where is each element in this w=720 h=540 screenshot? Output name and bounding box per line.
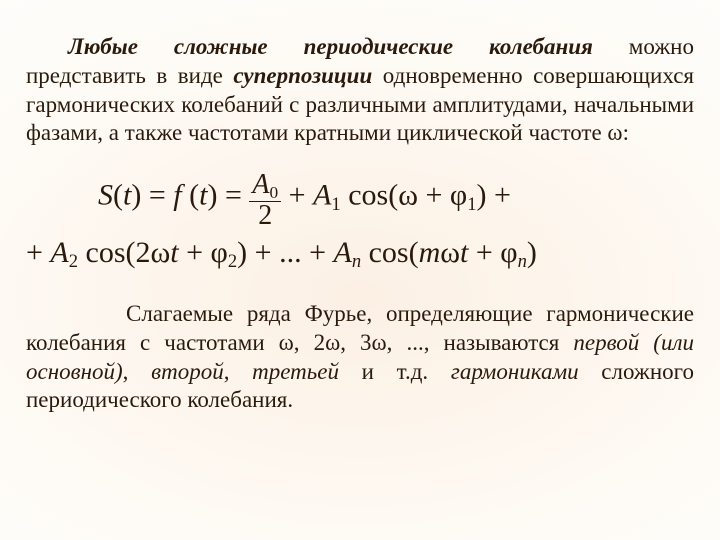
- p2-i4: гармониками: [451, 359, 579, 384]
- sym-t3: t: [170, 236, 178, 269]
- fraction-a0-2: A02: [249, 171, 281, 230]
- paragraph-harmonics: Слагаемые ряда Фурье, определяющие гармо…: [26, 300, 694, 415]
- sub-An: n: [352, 251, 361, 272]
- sym-f: f: [173, 179, 181, 212]
- sub-A1: 1: [331, 194, 340, 215]
- sym-rpar-end: ): [527, 236, 537, 269]
- frac-A: A: [252, 169, 269, 200]
- fourier-formula: S(t) = f (t) = A02 + A1 cos(ω + φ1) + + …: [26, 171, 694, 277]
- sym-phin-a: + φ: [468, 236, 517, 269]
- sub-A2: 2: [69, 251, 78, 272]
- frac-sub0: 0: [269, 183, 278, 202]
- paragraph-intro: Любые сложные периодические колебания мо…: [26, 33, 694, 148]
- sym-cos2a: cos(2ω: [78, 236, 170, 269]
- sub-phin: n: [518, 251, 527, 272]
- sym-cos1: cos(ω + φ: [341, 179, 467, 212]
- sym-cosm-l: cos(: [361, 236, 418, 269]
- frac-den: 2: [249, 202, 281, 230]
- p2-t4: и т.д.: [339, 359, 451, 384]
- sym-An: A: [333, 236, 351, 269]
- p2-t3: ,: [224, 359, 252, 384]
- sym-omega-m: ω: [440, 236, 460, 269]
- sym-m: m: [419, 236, 441, 269]
- sym-plus-lead: +: [26, 236, 50, 269]
- lead-phrase: Любые сложные периодические колебания: [68, 34, 593, 59]
- sym-dots: ) + ... +: [237, 236, 333, 269]
- p2-i2: второй: [151, 359, 224, 384]
- sym-plus1: +: [281, 179, 313, 212]
- formula-line-2: + A2 cos(2ωt + φ2) + ... + An cos(mωt + …: [26, 230, 694, 277]
- sym-eq2: ) =: [207, 179, 249, 212]
- sym-S: S: [98, 179, 113, 212]
- sym-lpar1: (: [113, 179, 123, 212]
- sym-A2: A: [50, 236, 68, 269]
- sym-phi2a: + φ: [179, 236, 228, 269]
- sym-eq1: ) =: [131, 179, 173, 212]
- p2-i3: третьей: [252, 359, 339, 384]
- sym-rpar-plus: ) +: [476, 179, 510, 212]
- sym-A1: A: [313, 179, 331, 212]
- p2-t2: ,: [123, 359, 151, 384]
- sym-lpar2: (: [182, 179, 200, 212]
- sub-phi2: 2: [228, 251, 237, 272]
- emph-superposition: суперпозиции: [233, 63, 372, 88]
- formula-line-1: S(t) = f (t) = A02 + A1 cos(ω + φ1) +: [98, 171, 694, 230]
